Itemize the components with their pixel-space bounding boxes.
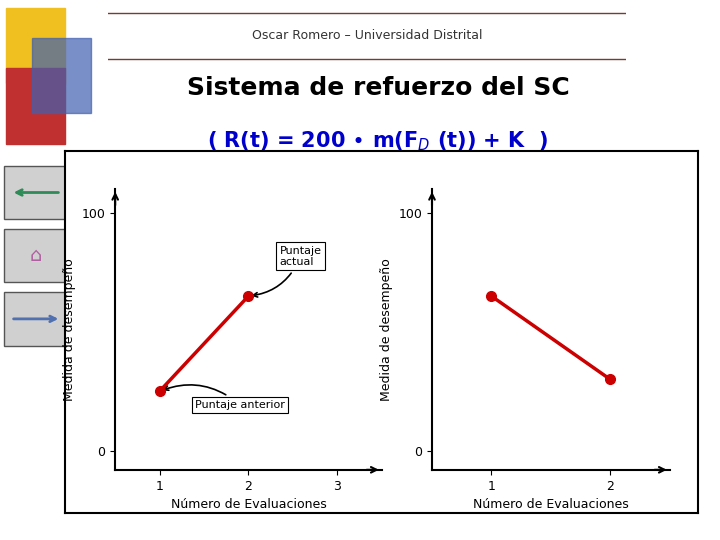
- Text: Oscar Romero – Universidad Distrital: Oscar Romero – Universidad Distrital: [252, 29, 482, 42]
- Bar: [6, 8, 65, 83]
- Bar: [32, 38, 91, 113]
- X-axis label: Número de Evaluaciones: Número de Evaluaciones: [473, 498, 629, 511]
- Text: Puntaje
actual: Puntaje actual: [253, 246, 322, 297]
- Text: ( R(t) = 200 $\bullet$ m(F$_D$ (t)) + K  ): ( R(t) = 200 $\bullet$ m(F$_D$ (t)) + K …: [207, 130, 549, 153]
- X-axis label: Número de Evaluaciones: Número de Evaluaciones: [171, 498, 326, 511]
- Y-axis label: Medida de desempeño: Medida de desempeño: [380, 258, 393, 401]
- Text: ⌂: ⌂: [30, 246, 42, 265]
- Bar: [6, 68, 65, 144]
- FancyBboxPatch shape: [4, 292, 67, 346]
- Text: Puntaje anterior: Puntaje anterior: [164, 385, 285, 410]
- FancyBboxPatch shape: [4, 229, 67, 282]
- Text: Sistema de refuerzo del SC: Sistema de refuerzo del SC: [186, 76, 570, 100]
- FancyBboxPatch shape: [4, 166, 67, 219]
- Y-axis label: Medida de desempeño: Medida de desempeño: [63, 258, 76, 401]
